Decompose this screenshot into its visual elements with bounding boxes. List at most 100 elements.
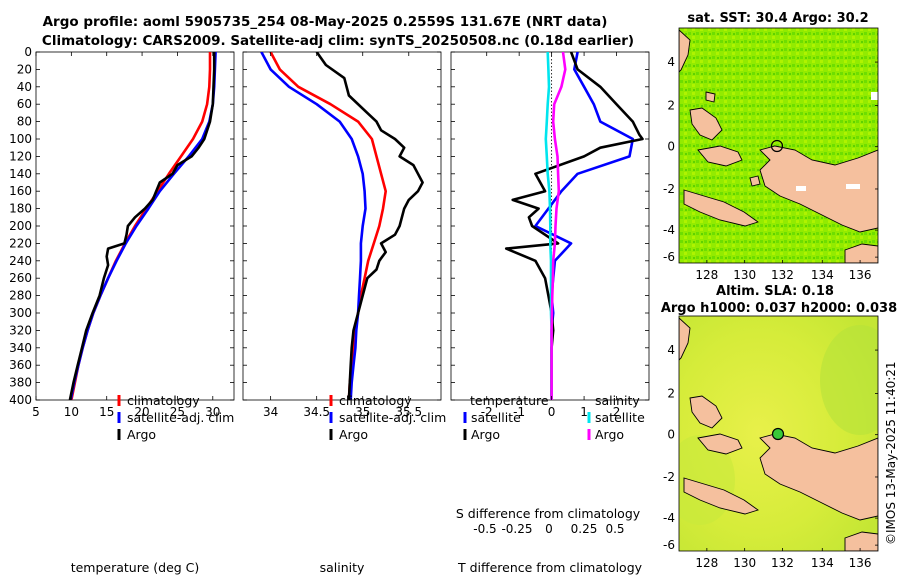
legend-label: Argo <box>127 427 156 442</box>
map-y-tick-label: -6 <box>663 250 675 264</box>
s-tick: 0.25 <box>571 522 598 536</box>
s-tick: 0 <box>545 522 553 536</box>
legend-label: satellite <box>595 410 645 425</box>
land-mass <box>697 145 743 167</box>
y-tick-label: 360 <box>9 358 32 372</box>
y-tick-label: 20 <box>17 62 32 76</box>
y-tick-label: 240 <box>9 254 32 268</box>
x-tick-label: 25 <box>170 405 185 419</box>
map-x-tick-label: 136 <box>849 556 872 570</box>
map-x-tick-label: 128 <box>695 268 718 282</box>
y-tick-label: 200 <box>9 219 32 233</box>
map-y-tick-label: -2 <box>663 182 675 196</box>
imos-stamp: ©IMOS 13-May-2025 11:40:21 <box>884 361 898 545</box>
salinity-legend: climatology satellite-adj. clim Argo <box>329 393 446 442</box>
land-mass <box>689 395 723 429</box>
legend-label: climatology <box>127 393 200 408</box>
series-line-climatology <box>269 52 388 400</box>
difference-legend: temperature satellite Argo salinity sate… <box>463 393 645 442</box>
argo-location-marker <box>771 427 785 441</box>
legend-header-salinity: salinity <box>595 393 640 408</box>
series-line-satellite-adj-clim <box>260 52 367 400</box>
map-y-tick-label: -6 <box>663 538 675 552</box>
legend-label: satellite <box>471 410 521 425</box>
temperature-legend: climatology satellite-adj. clim Argo <box>117 393 234 442</box>
land-mass <box>749 175 761 187</box>
y-tick-label: 120 <box>9 149 32 163</box>
s-difference-ticks: -0.5 -0.25 0 0.25 0.5 <box>473 522 624 536</box>
legend-label: satellite-adj. clim <box>127 410 234 425</box>
sla-anomaly <box>820 325 878 435</box>
map-x-tick-label: 134 <box>811 268 834 282</box>
temperature-panel: 5 10 15 20 25 3002040608010012014016018020022… <box>9 45 235 575</box>
missing-data <box>871 92 878 100</box>
x-tick-label: 20 <box>134 405 149 419</box>
land-mass <box>679 29 691 73</box>
y-tick-label: 180 <box>9 202 32 216</box>
y-tick-label: 220 <box>9 236 32 250</box>
s-difference-label: S difference from climatology <box>456 506 641 521</box>
land-mass <box>697 433 743 455</box>
x-tick-label: 35.5 <box>395 405 422 419</box>
x-tick-label: 1 <box>580 405 588 419</box>
x-tick-label: 15 <box>99 405 114 419</box>
map-x-tick-label: 130 <box>733 268 756 282</box>
land-mass <box>844 531 878 551</box>
x-tick-label: 0 <box>548 405 556 419</box>
sla-map-title: Altim. SLA: 0.18 <box>716 284 834 299</box>
salinity-axes <box>242 51 442 401</box>
map-x-tick-label: 134 <box>811 556 834 570</box>
land-mass <box>689 107 723 141</box>
y-tick-label: 60 <box>17 97 32 111</box>
land-mass <box>759 145 878 233</box>
map-y-tick-label: -4 <box>663 223 675 237</box>
y-tick-label: 300 <box>9 306 32 320</box>
map-y-tick-label: 0 <box>667 428 675 442</box>
land-mass <box>759 433 878 521</box>
difference-xlabel: T difference from climatology <box>457 560 643 575</box>
salinity-xlabel: salinity <box>320 560 365 575</box>
y-tick-label: 0 <box>24 45 32 59</box>
legend-label: Argo <box>471 427 500 442</box>
x-tick-label: 34 <box>263 405 278 419</box>
y-tick-label: 100 <box>9 132 32 146</box>
y-tick-label: 380 <box>9 376 32 390</box>
map-y-tick-label: 2 <box>667 99 675 113</box>
map-y-tick-label: -4 <box>663 511 675 525</box>
sst-map-frame <box>678 27 879 264</box>
title-line-1: Argo profile: aoml 5905735_254 08-May-20… <box>43 14 608 30</box>
x-tick-label: 10 <box>64 405 79 419</box>
argo-location-marker <box>770 139 784 153</box>
s-tick: -0.25 <box>501 522 532 536</box>
sst-map-title: sat. SST: 30.4 Argo: 30.2 <box>687 11 868 26</box>
land-mass <box>844 243 878 263</box>
sla-map: Altim. SLA: 0.18 Argo h1000: 0.037 h2000… <box>661 284 897 570</box>
map-x-tick-label: 132 <box>771 268 794 282</box>
temperature-xlabel: temperature (deg C) <box>71 560 200 575</box>
s-tick: 0.5 <box>605 522 624 536</box>
legend-header-temperature: temperature <box>470 393 549 408</box>
y-tick-label: 340 <box>9 341 32 355</box>
map-x-tick-label: 130 <box>733 556 756 570</box>
difference-panel: -2 -1 0 1 2 T difference from climatology S … <box>450 51 650 575</box>
map-x-tick-label: 132 <box>771 556 794 570</box>
sla-map-subtitle: Argo h1000: 0.037 h2000: 0.038 <box>661 301 897 316</box>
y-tick-label: 40 <box>17 80 32 94</box>
map-y-tick-label: 2 <box>667 387 675 401</box>
s-tick: -0.5 <box>473 522 496 536</box>
map-x-tick-label: 136 <box>849 268 872 282</box>
legend-label: satellite-adj. clim <box>339 410 446 425</box>
x-tick-label: -1 <box>513 405 525 419</box>
series-line-s-argo <box>550 52 567 400</box>
salinity-panel: 34 34.5 35 35.5 salinity <box>242 51 442 575</box>
x-tick-label: 30 <box>205 405 220 419</box>
sst-map: sat. SST: 30.4 Argo: 30.2 128 130 132 134 13… <box>663 11 879 282</box>
legend-label: Argo <box>595 427 624 442</box>
y-tick-label: 280 <box>9 289 32 303</box>
title-line-2: Climatology: CARS2009. Satellite-adj cli… <box>42 33 634 49</box>
map-y-tick-label: 4 <box>667 55 675 69</box>
y-tick-label: 140 <box>9 167 32 181</box>
land-mass <box>683 189 760 227</box>
missing-data <box>796 186 806 191</box>
